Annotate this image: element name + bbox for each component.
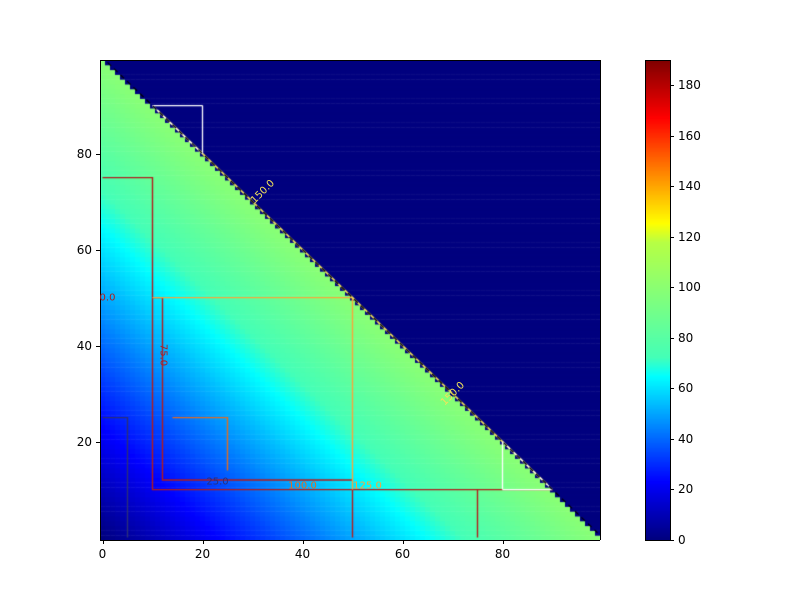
figure-root: 020406080 20406080 25.00.075.0100.0125.0… (0, 0, 800, 600)
colorbar-tick-label: 100 (678, 280, 701, 294)
axes-spine-bottom (100, 540, 600, 541)
colorbar-tick-mark (670, 136, 674, 137)
colorbar-tick-label: 0 (678, 533, 686, 547)
y-tick-mark (96, 154, 100, 155)
colorbar-tick-label: 80 (678, 331, 693, 345)
colorbar-outline-right (670, 60, 671, 540)
colorbar-tick-label: 140 (678, 179, 701, 193)
colorbar-tick-mark (670, 186, 674, 187)
colorbar-tick-label: 180 (678, 78, 701, 92)
x-tick-label: 60 (395, 547, 410, 561)
x-tick-mark (403, 540, 404, 544)
x-tick-label: 0 (99, 547, 107, 561)
y-tick-mark (96, 442, 100, 443)
colorbar-tick-mark (670, 237, 674, 238)
x-tick-mark (503, 540, 504, 544)
x-tick-label: 40 (295, 547, 310, 561)
heatmap-canvas (100, 60, 600, 540)
y-tick-label: 80 (62, 147, 92, 161)
colorbar-tick-label: 120 (678, 230, 701, 244)
colorbar-tick-mark (670, 489, 674, 490)
colorbar-tick-mark (670, 287, 674, 288)
colorbar-outline-bottom (645, 540, 671, 541)
y-tick-label: 40 (62, 339, 92, 353)
x-tick-label: 80 (495, 547, 510, 561)
colorbar-tick-mark (670, 540, 674, 541)
colorbar-tick-mark (670, 388, 674, 389)
y-tick-label: 20 (62, 435, 92, 449)
y-tick-mark (96, 346, 100, 347)
axes-spine-top (100, 60, 600, 61)
colorbar-tick-mark (670, 85, 674, 86)
axes-spine-left (100, 60, 101, 540)
colorbar-tick-label: 160 (678, 129, 701, 143)
colorbar-canvas (645, 60, 670, 540)
y-tick-mark (96, 250, 100, 251)
colorbar-tick-label: 20 (678, 482, 693, 496)
colorbar-outline-top (645, 60, 671, 61)
y-tick-label: 60 (62, 243, 92, 257)
axes-spine-right (600, 60, 601, 540)
colorbar-tick-mark (670, 439, 674, 440)
colorbar-tick-label: 60 (678, 381, 693, 395)
x-tick-mark (103, 540, 104, 544)
x-tick-label: 20 (195, 547, 210, 561)
colorbar-tick-mark (670, 338, 674, 339)
x-tick-mark (203, 540, 204, 544)
x-tick-mark (303, 540, 304, 544)
colorbar-tick-label: 40 (678, 432, 693, 446)
colorbar-outline-left (645, 60, 646, 540)
